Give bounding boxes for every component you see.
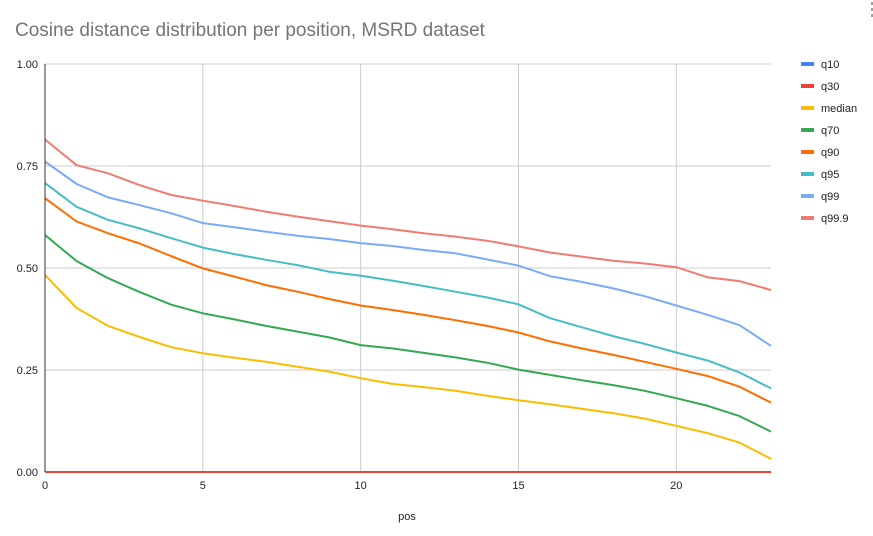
legend-swatch [801,128,814,132]
legend-swatch [801,150,814,154]
legend-swatch [801,172,814,176]
y-tick-label: 1.00 [17,59,38,71]
y-tick-label: 0.25 [17,365,38,377]
x-tick-label: 5 [200,480,206,492]
legend-item-q99[interactable]: q99 [801,191,839,203]
more-vert-icon[interactable] [869,0,873,20]
legend-item-q90[interactable]: q90 [801,147,839,159]
legend-swatch [801,84,814,88]
x-axis-ticks: 0 5 10 15 20 [42,480,682,492]
legend-label: q30 [821,81,839,93]
legend-label: q95 [821,169,839,181]
series-line-q70 [44,234,772,433]
legend-item-median[interactable]: median [801,103,857,115]
y-axis-ticks: 0.00 0.25 0.50 0.75 1.00 [17,59,38,479]
grid [45,63,771,473]
x-axis-label: pos [398,511,416,523]
series-line-median [44,274,772,460]
series-line-q99 [44,160,772,347]
legend-item-q10[interactable]: q10 [801,59,839,71]
chart-title: Cosine distance distribution per positio… [15,20,486,41]
legend-item-q30[interactable]: q30 [801,81,839,93]
legend-item-q95[interactable]: q95 [801,169,839,181]
y-tick-label: 0.50 [17,263,38,275]
legend-label: q99 [821,191,839,203]
legend-item-q70[interactable]: q70 [801,125,839,137]
legend-label: median [821,103,857,115]
y-tick-label: 0.00 [17,467,38,479]
y-tick-label: 0.75 [17,161,38,173]
legend-label: q99.9 [821,213,849,225]
x-tick-label: 20 [670,480,682,492]
series-line-q99-9 [44,138,772,291]
x-tick-label: 15 [512,480,524,492]
legend-label: q10 [821,59,839,71]
legend-label: q90 [821,147,839,159]
legend-swatch [801,194,814,198]
series-line-q90 [44,197,772,404]
legend: q10 q30 median q70 q90 q95 q99 q99.9 [801,59,857,225]
legend-swatch [801,216,814,220]
legend-item-q99-9[interactable]: q99.9 [801,213,849,225]
legend-swatch [801,106,814,110]
series-lines [44,138,772,473]
series-line-q95 [44,182,772,390]
legend-swatch [801,62,814,66]
x-tick-label: 0 [42,480,48,492]
legend-label: q70 [821,125,839,137]
x-tick-label: 10 [355,480,367,492]
